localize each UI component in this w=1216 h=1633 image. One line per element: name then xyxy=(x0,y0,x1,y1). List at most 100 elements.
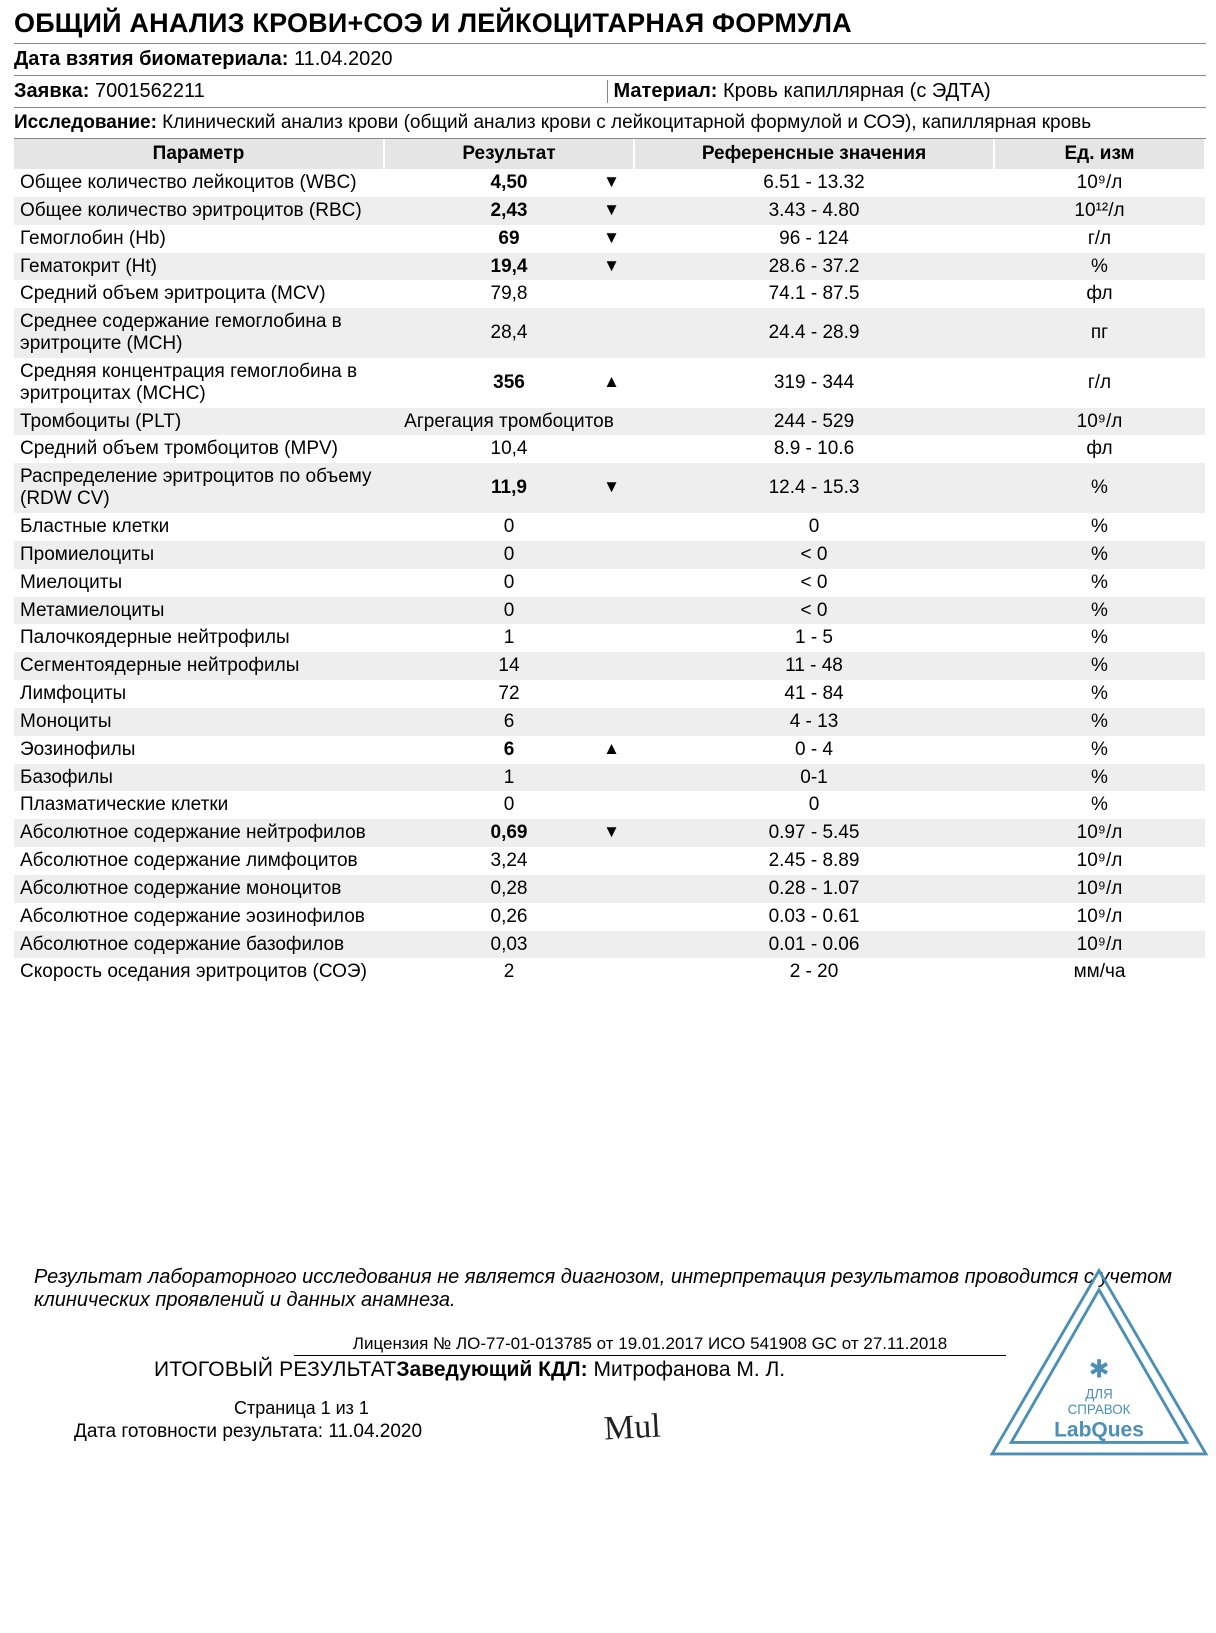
table-row: Сегментоядерные нейтрофилы1411 - 48% xyxy=(14,652,1205,680)
svg-text:✱: ✱ xyxy=(1089,1357,1110,1384)
cell-unit: г/л xyxy=(994,358,1205,408)
cell-parameter: Палочкоядерные нейтрофилы xyxy=(14,624,384,652)
col-units: Ед. изм xyxy=(994,139,1205,169)
cell-parameter: Абсолютное содержание лимфоцитов xyxy=(14,847,384,875)
col-reference: Референсные значения xyxy=(634,139,994,169)
col-parameter: Параметр xyxy=(14,139,384,169)
material-label: Материал: xyxy=(614,80,718,102)
table-row: Базофилы10-1% xyxy=(14,764,1205,792)
head-name: Митрофанова М. Л. xyxy=(593,1358,785,1381)
request-material-row: Заявка: 7001562211 Материал: Кровь капил… xyxy=(14,75,1206,107)
cell-result: 2,43▼ xyxy=(384,197,634,225)
cell-parameter: Распределение эритроцитов по объему (RDW… xyxy=(14,463,384,513)
cell-reference: 2.45 - 8.89 xyxy=(634,847,994,875)
cell-result: 0,28 xyxy=(384,875,634,903)
table-row: Общее количество лейкоцитов (WBC)4,50▼6.… xyxy=(14,169,1205,197)
cell-unit: 10¹²/л xyxy=(994,197,1205,225)
cell-unit: 10⁹/л xyxy=(994,847,1205,875)
cell-result: 4,50▼ xyxy=(384,169,634,197)
cell-parameter: Промиелоциты xyxy=(14,541,384,569)
table-row: Распределение эритроцитов по объему (RDW… xyxy=(14,463,1205,513)
cell-parameter: Общее количество лейкоцитов (WBC) xyxy=(14,169,384,197)
cell-unit: фл xyxy=(994,435,1205,463)
arrow-down-icon: ▼ xyxy=(603,256,620,276)
arrow-up-icon: ▲ xyxy=(603,372,620,392)
cell-unit: 10⁹/л xyxy=(994,931,1205,959)
cell-reference: 0 - 4 xyxy=(634,736,994,764)
cell-reference: 74.1 - 87.5 xyxy=(634,280,994,308)
cell-reference: 244 - 529 xyxy=(634,408,994,436)
lab-report-page: ОБЩИЙ АНАЛИЗ КРОВИ+СОЭ И ЛЕЙКОЦИТАРНАЯ Ф… xyxy=(0,0,1216,1443)
arrow-down-icon: ▼ xyxy=(603,477,620,497)
cell-result: 0 xyxy=(384,791,634,819)
arrow-down-icon: ▼ xyxy=(603,200,620,220)
cell-result: 6▲ xyxy=(384,736,634,764)
cell-unit: мм/ча xyxy=(994,958,1205,986)
head-label: Заведующий КДЛ: xyxy=(396,1358,587,1381)
cell-parameter: Моноциты xyxy=(14,708,384,736)
cell-result: 19,4▼ xyxy=(384,253,634,281)
cell-reference: 0-1 xyxy=(634,764,994,792)
cell-result: 0 xyxy=(384,597,634,625)
cell-parameter: Скорость оседания эритроцитов (СОЭ) xyxy=(14,958,384,986)
material-value: Кровь капиллярная (с ЭДТА) xyxy=(723,80,991,102)
cell-result: 6 xyxy=(384,708,634,736)
cell-parameter: Абсолютное содержание нейтрофилов xyxy=(14,819,384,847)
cell-reference: 8.9 - 10.6 xyxy=(634,435,994,463)
table-row: Гематокрит (Ht)19,4▼28.6 - 37.2% xyxy=(14,253,1205,281)
cell-unit: % xyxy=(994,708,1205,736)
final-label: ИТОГОВЫЙ РЕЗУЛЬТАТ xyxy=(154,1358,396,1381)
cell-result: 1 xyxy=(384,624,634,652)
cell-result: 0,03 xyxy=(384,931,634,959)
svg-text:СПРАВОК: СПРАВОК xyxy=(1068,1402,1131,1417)
cell-result: 0 xyxy=(384,513,634,541)
cell-parameter: Плазматические клетки xyxy=(14,791,384,819)
request-number: 7001562211 xyxy=(95,80,205,102)
table-header-row: Параметр Результат Референсные значения … xyxy=(14,139,1205,169)
stamp-icon: ✱ ДЛЯ СПРАВОК LabQues xyxy=(984,1263,1214,1473)
table-row: Бластные клетки00% xyxy=(14,513,1205,541)
cell-reference: 41 - 84 xyxy=(634,680,994,708)
results-table: Параметр Результат Референсные значения … xyxy=(14,139,1206,986)
arrow-down-icon: ▼ xyxy=(603,172,620,192)
cell-result: 69▼ xyxy=(384,225,634,253)
study-row: Исследование: Клинический анализ крови (… xyxy=(14,107,1206,139)
report-title: ОБЩИЙ АНАЛИЗ КРОВИ+СОЭ И ЛЕЙКОЦИТАРНАЯ Ф… xyxy=(14,8,1206,39)
cell-parameter: Абсолютное содержание эозинофилов xyxy=(14,903,384,931)
table-row: Абсолютное содержание моноцитов0,280.28 … xyxy=(14,875,1205,903)
cell-parameter: Средний объем тромбоцитов (MPV) xyxy=(14,435,384,463)
cell-unit: 10⁹/л xyxy=(994,169,1205,197)
cell-parameter: Среднее содержание гемоглобина в эритроц… xyxy=(14,308,384,358)
study-label: Исследование: xyxy=(14,112,157,133)
cell-parameter: Средняя концентрация гемоглобина в эритр… xyxy=(14,358,384,408)
cell-unit: % xyxy=(994,680,1205,708)
cell-parameter: Лимфоциты xyxy=(14,680,384,708)
cell-reference: < 0 xyxy=(634,569,994,597)
col-result: Результат xyxy=(384,139,634,169)
cell-unit: % xyxy=(994,624,1205,652)
cell-parameter: Гематокрит (Ht) xyxy=(14,253,384,281)
cell-result: 28,4 xyxy=(384,308,634,358)
table-row: Гемоглобин (Hb)69▼96 - 124г/л xyxy=(14,225,1205,253)
cell-unit: % xyxy=(994,463,1205,513)
cell-reference: 0 xyxy=(634,513,994,541)
cell-reference: 4 - 13 xyxy=(634,708,994,736)
cell-reference: 12.4 - 15.3 xyxy=(634,463,994,513)
cell-reference: 0.01 - 0.06 xyxy=(634,931,994,959)
cell-unit: фл xyxy=(994,280,1205,308)
cell-result: 3,24 xyxy=(384,847,634,875)
material-cell: Материал: Кровь капиллярная (с ЭДТА) xyxy=(607,80,1207,103)
cell-unit: % xyxy=(994,253,1205,281)
cell-reference: < 0 xyxy=(634,597,994,625)
ready-date: 11.04.2020 xyxy=(328,1421,422,1442)
svg-text:LabQues: LabQues xyxy=(1054,1419,1144,1442)
cell-result: 79,8 xyxy=(384,280,634,308)
table-row: Скорость оседания эритроцитов (СОЭ)22 - … xyxy=(14,958,1205,986)
arrow-down-icon: ▼ xyxy=(603,228,620,248)
cell-unit: 10⁹/л xyxy=(994,903,1205,931)
cell-result: 14 xyxy=(384,652,634,680)
cell-result: 0 xyxy=(384,541,634,569)
table-row: Промиелоциты0< 0% xyxy=(14,541,1205,569)
table-row: Средний объем тромбоцитов (MPV)10,48.9 -… xyxy=(14,435,1205,463)
arrow-up-icon: ▲ xyxy=(603,739,620,759)
